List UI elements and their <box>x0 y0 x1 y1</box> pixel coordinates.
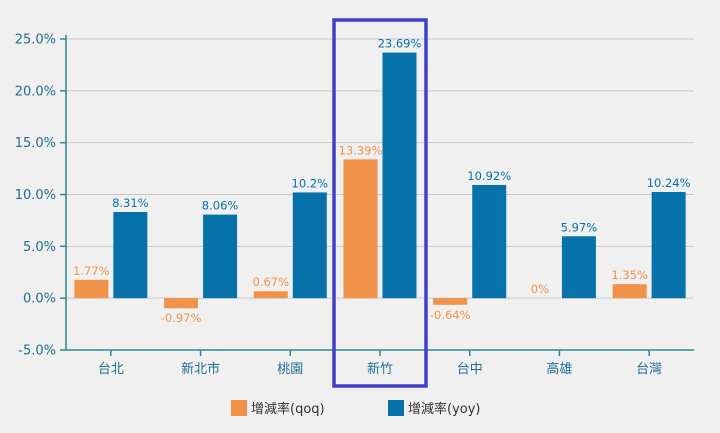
data-label-yoy-0: 8.31% <box>112 196 149 210</box>
legend-swatch-yoy <box>388 400 404 416</box>
legend-label-qoq: 增減率(qoq) <box>251 401 325 417</box>
y-tick-label-4: 5.0% <box>23 240 56 255</box>
data-label-yoy-2: 10.2% <box>292 176 329 190</box>
bar-qoq-3 <box>343 159 378 299</box>
data-label-qoq-0: 1.77% <box>73 264 110 278</box>
y-tick-label-2: 15.0% <box>15 136 56 151</box>
y-tick-label-5: 0.0% <box>23 292 56 307</box>
y-tick-label-1: 20.0% <box>15 84 56 99</box>
highlight-box <box>332 18 428 388</box>
data-label-qoq-1: -0.97% <box>161 311 202 325</box>
data-label-yoy-4: 10.92% <box>467 169 511 183</box>
data-label-qoq-4: -0.64% <box>430 308 471 322</box>
bar-qoq-4 <box>433 298 468 305</box>
bar-qoq-6 <box>612 284 647 299</box>
data-label-yoy-3: 23.69% <box>378 37 422 51</box>
x-tick-label-4: 台中 <box>457 362 483 377</box>
bar-yoy-2 <box>292 192 327 299</box>
bar-yoy-6 <box>651 192 686 299</box>
x-tick-label-6: 台灣 <box>636 362 662 377</box>
data-label-yoy-6: 10.24% <box>647 176 691 190</box>
bar-qoq-0 <box>74 279 109 299</box>
bar-yoy-1 <box>203 214 238 299</box>
legend-label-yoy: 增減率(yoy) <box>408 401 480 417</box>
y-tick-label-6: -5.0% <box>18 344 56 359</box>
bar-yoy-5 <box>561 236 596 299</box>
data-label-qoq-6: 1.35% <box>611 268 648 282</box>
data-label-yoy-1: 8.06% <box>202 199 239 213</box>
bar-yoy-4 <box>472 184 507 299</box>
legend-swatch-qoq <box>231 400 247 416</box>
data-label-qoq-3: 13.39% <box>339 143 383 157</box>
bar-yoy-3 <box>382 52 417 299</box>
x-tick-label-5: 高雄 <box>546 361 572 377</box>
bar-yoy-0 <box>113 212 148 299</box>
bar-qoq-1 <box>164 298 199 309</box>
data-label-yoy-5: 5.97% <box>561 220 598 234</box>
x-tick-label-2: 桃園 <box>277 362 303 377</box>
y-tick-label-0: 25.0% <box>15 33 56 48</box>
y-tick-label-3: 10.0% <box>15 188 56 203</box>
data-label-qoq-5: 0% <box>531 282 549 296</box>
bar-qoq-2 <box>253 291 288 299</box>
x-tick-label-1: 新北市 <box>181 361 220 377</box>
x-tick-label-3: 新竹 <box>367 361 393 377</box>
x-tick-label-0: 台北 <box>98 362 124 377</box>
data-label-qoq-2: 0.67% <box>253 275 290 289</box>
